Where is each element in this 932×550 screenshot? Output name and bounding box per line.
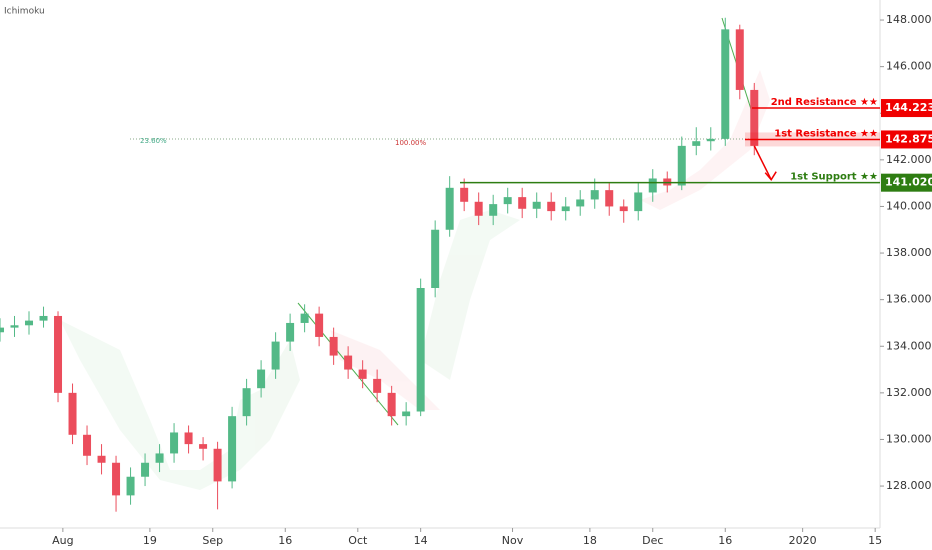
level-price: 141.020 — [885, 176, 932, 189]
candle-body — [155, 453, 164, 463]
level-price: 144.223 — [885, 101, 932, 114]
candle-body — [561, 206, 570, 212]
candle-body — [358, 369, 367, 379]
indicator-name: Ichimoku — [4, 7, 45, 17]
fib-label: 23.60% — [140, 137, 167, 145]
x-tick-label: Nov — [502, 534, 524, 547]
candle-body — [387, 392, 396, 417]
candle-body — [126, 476, 135, 496]
candle-body — [706, 138, 715, 142]
candle-body — [271, 341, 280, 370]
candle-body — [431, 229, 440, 288]
level-name: 1st Support ★★ — [790, 172, 878, 183]
candle-body — [648, 178, 657, 193]
candle-body — [445, 187, 454, 230]
candle-body — [213, 448, 222, 482]
arrow-head — [764, 171, 777, 181]
candle-body — [634, 192, 643, 212]
candle-body — [532, 201, 541, 209]
candle-body — [750, 89, 759, 146]
candle-body — [735, 29, 744, 90]
x-tick-label: 14 — [414, 534, 428, 547]
y-tick-label: 142.000 — [886, 153, 932, 166]
x-tick-label: 16 — [278, 534, 292, 547]
candle-body — [590, 190, 599, 200]
candle-body — [141, 462, 150, 477]
x-tick-label: 19 — [143, 534, 157, 547]
candle-body — [402, 411, 411, 417]
candle-body — [518, 197, 527, 209]
y-tick-label: 140.000 — [886, 199, 932, 212]
candle-body — [0, 327, 4, 333]
candle-body — [242, 388, 251, 417]
y-tick-label: 136.000 — [886, 293, 932, 306]
candle-body — [576, 199, 585, 207]
candle-body — [300, 313, 309, 323]
y-tick-label: 146.000 — [886, 60, 932, 73]
candle-body — [460, 187, 469, 202]
candle-body — [416, 288, 425, 412]
x-tick-label: 2020 — [789, 534, 817, 547]
candle-body — [605, 190, 614, 207]
level-price: 142.875 — [885, 132, 932, 145]
candle-body — [315, 313, 324, 337]
x-tick-label: 18 — [583, 534, 597, 547]
candle-body — [39, 315, 48, 321]
level-name: 1st Resistance ★★ — [774, 128, 878, 139]
candle-body — [170, 432, 179, 454]
candle-body — [184, 432, 193, 445]
y-tick-label: 148.000 — [886, 13, 932, 26]
candle-body — [619, 206, 628, 212]
candle-body — [286, 322, 295, 342]
candle-body — [329, 336, 338, 356]
level-price-box — [881, 173, 932, 192]
y-tick-label: 132.000 — [886, 386, 932, 399]
x-tick-label: 15 — [868, 534, 882, 547]
candle-body — [68, 392, 77, 435]
y-tick-label: 134.000 — [886, 339, 932, 352]
candle-body — [721, 29, 730, 139]
y-tick-label: 128.000 — [886, 479, 932, 492]
x-tick-label: Dec — [642, 534, 663, 547]
candle-body — [474, 201, 483, 216]
candle-body — [503, 197, 512, 205]
candle-body — [547, 201, 556, 212]
candle-body — [228, 416, 237, 482]
y-tick-label: 138.000 — [886, 246, 932, 259]
x-tick-label: 16 — [718, 534, 732, 547]
x-tick-label: Aug — [52, 534, 73, 547]
level-price-box — [881, 130, 932, 149]
level-price-box — [881, 99, 932, 118]
candle-body — [257, 369, 266, 389]
candle-body — [83, 434, 92, 456]
candle-body — [25, 320, 34, 326]
x-tick-label: Sep — [202, 534, 223, 547]
candle-body — [344, 355, 353, 370]
x-tick-label: Oct — [348, 534, 368, 547]
fib-label: 100.00% — [395, 139, 426, 147]
candle-body — [199, 444, 208, 449]
candle-body — [489, 204, 498, 216]
candle-body — [54, 315, 63, 393]
candle-body — [10, 325, 19, 328]
y-tick-label: 130.000 — [886, 432, 932, 445]
arrow — [753, 145, 772, 181]
candle-body — [692, 141, 701, 146]
candle-body — [97, 455, 106, 463]
candle-body — [373, 378, 382, 393]
candle-body — [677, 145, 686, 186]
candle-body — [112, 462, 121, 496]
level-name: 2nd Resistance ★★ — [771, 97, 878, 108]
